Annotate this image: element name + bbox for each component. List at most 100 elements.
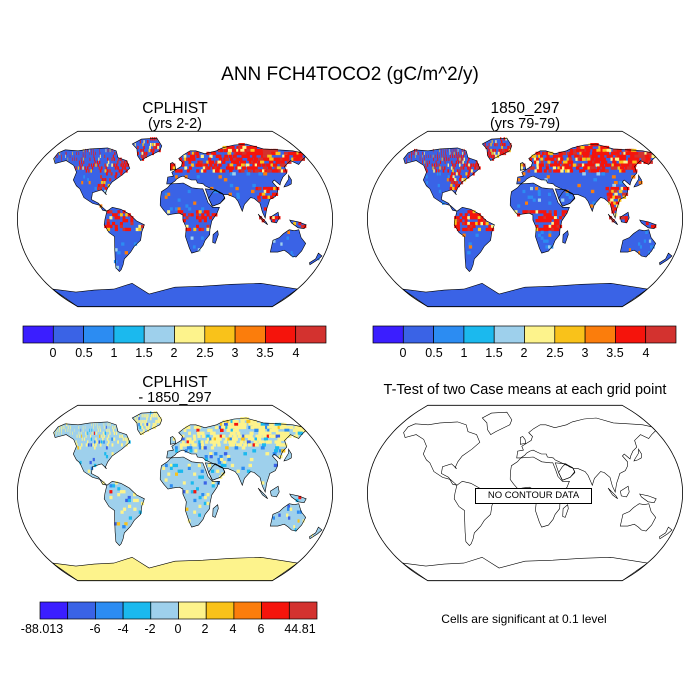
- grid-cell: [142, 143, 144, 147]
- grid-cell: [219, 422, 224, 427]
- grid-cell: [284, 431, 290, 435]
- grid-cell: [454, 224, 458, 229]
- grid-cell: [116, 160, 119, 164]
- grid-cell: [273, 428, 279, 432]
- grid-cell: [488, 224, 492, 229]
- coastline: [270, 485, 280, 498]
- grid-cell: [211, 484, 215, 488]
- grid-cell: [239, 425, 244, 430]
- grid-cell: [235, 151, 240, 156]
- grid-cell: [141, 151, 144, 156]
- map-case1: [16, 130, 334, 308]
- grid-cell: [201, 434, 205, 438]
- grid-cell: [254, 428, 259, 432]
- grid-cell: [588, 145, 593, 150]
- grid-cell: [95, 163, 97, 167]
- grid-cell: [243, 443, 247, 447]
- grid-cell: [411, 157, 412, 161]
- colorbar-swatch: [205, 601, 235, 620]
- grid-cell: [175, 472, 178, 476]
- grid-cell: [260, 160, 265, 164]
- grid-cell: [182, 219, 186, 223]
- grid-cell: [212, 431, 216, 435]
- grid-cell: [136, 417, 138, 421]
- grid-cell: [224, 422, 228, 427]
- grid-cell: [227, 425, 232, 430]
- grid-cell: [483, 219, 486, 223]
- grid-cell: [606, 148, 612, 153]
- grid-cell: [240, 148, 245, 153]
- grid-cell: [229, 425, 234, 430]
- grid-cell: [200, 440, 204, 444]
- grid-cell: [562, 166, 566, 170]
- grid-cell: [184, 166, 188, 170]
- grid-cell: [222, 460, 227, 465]
- grid-cell: [187, 463, 191, 468]
- grid-cell: [274, 166, 279, 170]
- grid-cell: [234, 422, 239, 427]
- grid-cell: [201, 213, 205, 217]
- grid-cell: [138, 227, 142, 232]
- grid-cell: [167, 192, 171, 196]
- grid-cell: [456, 216, 460, 220]
- grid-cell: [138, 422, 140, 427]
- grid-cell: [72, 151, 73, 156]
- grid-cell: [203, 501, 207, 506]
- grid-cell: [265, 452, 270, 456]
- grid-cell: [211, 481, 215, 485]
- grid-cell: [455, 148, 457, 153]
- grid-cell: [238, 163, 243, 167]
- grid-cell: [237, 434, 242, 438]
- grid-cell: [196, 431, 200, 435]
- grid-cell: [469, 216, 473, 220]
- grid-cell: [276, 440, 282, 444]
- grid-cell: [206, 227, 210, 232]
- grid-cell: [112, 484, 116, 488]
- grid-cell: [106, 219, 110, 223]
- grid-cell: [97, 186, 100, 191]
- grid-cell: [187, 189, 191, 194]
- grid-cell: [260, 446, 265, 450]
- grid-cell: [459, 219, 463, 223]
- grid-cell: [106, 224, 110, 229]
- grid-cell: [170, 163, 173, 167]
- coastline: [509, 456, 570, 528]
- diff-subtitle: - 1850_297: [138, 390, 212, 406]
- grid-cell: [56, 154, 58, 158]
- grid-cell: [525, 201, 528, 205]
- grid-cell: [279, 437, 285, 441]
- grid-cell: [193, 498, 197, 503]
- grid-cell: [442, 201, 445, 205]
- grid-cell: [198, 425, 202, 430]
- grid-cell: [561, 163, 565, 167]
- grid-cell: [148, 422, 151, 427]
- grid-cell: [611, 207, 615, 211]
- colorbar-case1: [22, 325, 327, 344]
- grid-cell: [229, 172, 234, 176]
- grid-cell: [535, 219, 539, 223]
- grid-cell: [102, 183, 105, 188]
- grid-cell: [76, 434, 78, 438]
- grid-cell: [152, 422, 155, 427]
- grid-cell: [287, 504, 290, 508]
- main-title: ANN FCH4TOCO2 (gC/m^2/y): [221, 64, 479, 85]
- grid-cell: [556, 219, 560, 223]
- grid-cell: [113, 431, 115, 435]
- grid-cell: [457, 160, 460, 164]
- grid-cell: [609, 195, 614, 199]
- grid-cell: [261, 192, 266, 196]
- cbar-diff-label: 2: [201, 622, 209, 636]
- grid-cell: [275, 422, 281, 427]
- grid-cell: [574, 154, 578, 158]
- cbar-case2-label: 2.5: [546, 346, 564, 360]
- grid-cell: [169, 466, 173, 470]
- grid-cell: [604, 163, 609, 167]
- grid-cell: [77, 166, 80, 170]
- grid-cell: [191, 151, 195, 156]
- grid-cell: [540, 230, 544, 234]
- grid-cell: [283, 169, 288, 173]
- grid-cell: [537, 189, 541, 194]
- grid-cell: [209, 440, 213, 444]
- grid-cell: [226, 419, 231, 424]
- grid-cell: [286, 513, 289, 517]
